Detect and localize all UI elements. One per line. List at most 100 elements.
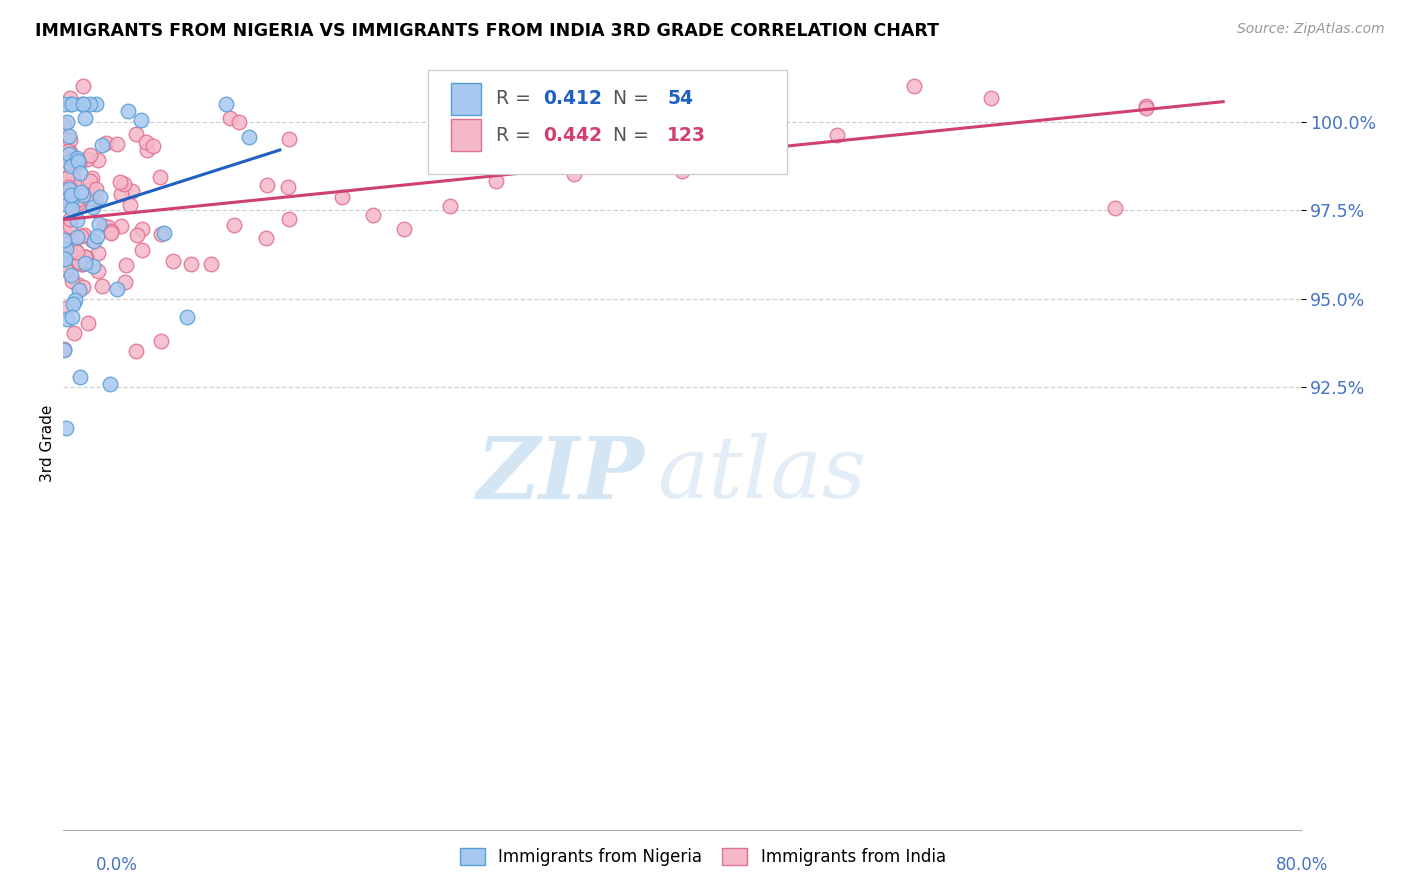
- Y-axis label: 3rd Grade: 3rd Grade: [39, 405, 55, 483]
- Text: R =: R =: [496, 126, 537, 145]
- Point: [214, 97, 236, 112]
- Point: [100, 226, 122, 240]
- Point: [107, 282, 129, 296]
- Point: [53, 251, 76, 265]
- Point: [58, 182, 80, 196]
- Point: [60, 159, 83, 173]
- Point: [59, 145, 82, 159]
- Point: [60, 191, 83, 205]
- Point: [55, 188, 77, 202]
- Point: [222, 218, 245, 232]
- Point: [180, 257, 202, 271]
- Point: [149, 169, 172, 184]
- Point: [110, 219, 132, 234]
- Point: [56, 198, 79, 212]
- Point: [100, 377, 122, 392]
- Point: [278, 211, 301, 226]
- Point: [56, 262, 79, 277]
- Point: [82, 200, 104, 214]
- Point: [53, 236, 76, 251]
- Point: [76, 152, 98, 166]
- Point: [53, 261, 76, 276]
- Point: [278, 132, 301, 146]
- Point: [219, 111, 242, 125]
- Point: [55, 243, 77, 257]
- Point: [87, 217, 110, 231]
- Point: [66, 193, 89, 207]
- Point: [200, 256, 222, 270]
- Point: [70, 229, 93, 244]
- Point: [67, 156, 90, 170]
- Point: [153, 227, 174, 241]
- Point: [125, 127, 148, 141]
- Point: [82, 259, 104, 273]
- Text: IMMIGRANTS FROM NIGERIA VS IMMIGRANTS FROM INDIA 3RD GRADE CORRELATION CHART: IMMIGRANTS FROM NIGERIA VS IMMIGRANTS FR…: [35, 22, 939, 40]
- Point: [87, 245, 110, 260]
- Point: [60, 274, 83, 288]
- Point: [53, 252, 76, 267]
- Point: [70, 97, 93, 112]
- Point: [72, 97, 94, 112]
- Point: [63, 177, 86, 191]
- Point: [361, 208, 384, 222]
- Point: [53, 252, 76, 267]
- Text: 80.0%: 80.0%: [1277, 855, 1329, 873]
- Point: [256, 178, 278, 192]
- Point: [63, 326, 86, 340]
- FancyBboxPatch shape: [450, 119, 481, 152]
- Point: [86, 97, 108, 112]
- Point: [980, 91, 1002, 105]
- Point: [748, 101, 770, 115]
- Point: [62, 244, 84, 258]
- Point: [254, 230, 277, 244]
- Text: 0.0%: 0.0%: [96, 855, 138, 873]
- Point: [142, 138, 165, 153]
- Point: [69, 198, 91, 212]
- Point: [53, 233, 76, 247]
- Point: [77, 317, 100, 331]
- Point: [56, 170, 79, 185]
- Point: [131, 244, 153, 258]
- Point: [58, 244, 80, 258]
- Point: [59, 91, 82, 105]
- Point: [59, 268, 82, 282]
- Point: [62, 153, 84, 168]
- Point: [135, 135, 157, 149]
- Point: [55, 312, 77, 326]
- Point: [100, 224, 122, 238]
- Point: [70, 185, 93, 199]
- Point: [66, 213, 89, 227]
- Point: [79, 147, 101, 161]
- Point: [149, 334, 172, 348]
- Point: [60, 234, 83, 248]
- Point: [60, 202, 83, 216]
- Point: [60, 97, 83, 112]
- Point: [58, 179, 80, 194]
- Point: [73, 227, 96, 242]
- Point: [162, 254, 184, 268]
- Point: [62, 296, 84, 310]
- Point: [562, 167, 585, 181]
- Point: [118, 198, 141, 212]
- Point: [62, 152, 84, 166]
- Point: [100, 225, 122, 239]
- Point: [53, 97, 76, 112]
- FancyBboxPatch shape: [450, 83, 481, 115]
- Point: [59, 219, 82, 234]
- Point: [91, 278, 114, 293]
- Point: [150, 227, 173, 242]
- Point: [70, 256, 93, 270]
- Point: [135, 143, 157, 157]
- Point: [82, 186, 104, 201]
- Text: R =: R =: [496, 89, 537, 108]
- Point: [67, 284, 90, 298]
- Point: [53, 225, 76, 239]
- Point: [75, 250, 97, 264]
- Point: [65, 243, 87, 257]
- Point: [66, 277, 89, 292]
- Point: [55, 301, 77, 315]
- Point: [55, 421, 77, 435]
- Text: 0.442: 0.442: [543, 126, 602, 145]
- Point: [439, 199, 461, 213]
- Point: [121, 184, 143, 198]
